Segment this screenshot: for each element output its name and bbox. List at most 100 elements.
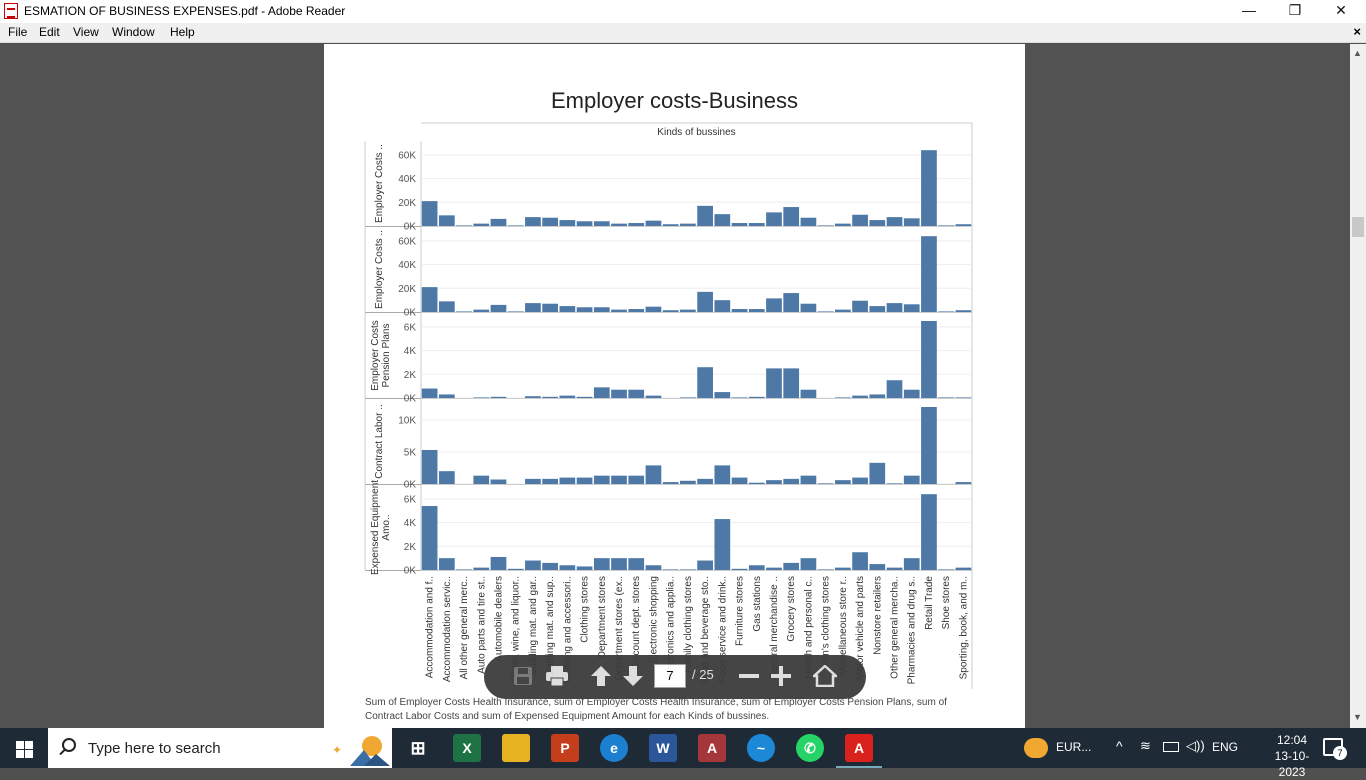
weather-icon[interactable] xyxy=(1024,738,1048,758)
bar xyxy=(645,395,662,398)
show-hidden-icons-icon[interactable]: ^ xyxy=(1116,738,1123,754)
taskbar-search-box[interactable]: Type here to search ✦ xyxy=(48,728,392,768)
close-button[interactable]: ✕ xyxy=(1335,2,1347,18)
category-label: Miscellaneous store r.. xyxy=(838,576,849,676)
category-label: Auto parts and tire st.. xyxy=(476,576,487,674)
menu-window[interactable]: Window xyxy=(112,25,155,39)
bar xyxy=(817,569,834,570)
fit-page-icon[interactable] xyxy=(810,664,840,689)
page-number-input[interactable]: 7 xyxy=(654,664,686,688)
menu-file[interactable]: File xyxy=(8,25,28,39)
word-icon[interactable]: W xyxy=(649,734,677,762)
bar xyxy=(473,397,490,398)
close-document-button[interactable]: × xyxy=(1353,24,1361,39)
save-icon[interactable] xyxy=(510,665,536,689)
menu-help[interactable]: Help xyxy=(170,25,195,39)
bar xyxy=(869,394,886,398)
category-label: Accommodation servic.. xyxy=(442,576,453,682)
bar xyxy=(507,311,524,312)
bar xyxy=(903,304,920,312)
access-icon[interactable]: A xyxy=(698,734,726,762)
bar xyxy=(576,221,593,226)
weather-app-icon[interactable]: ~ xyxy=(747,734,775,762)
weather-text[interactable]: EUR... xyxy=(1056,740,1092,754)
scroll-up-arrow-icon[interactable]: ▲ xyxy=(1353,48,1362,58)
bar xyxy=(628,475,645,484)
bar xyxy=(542,303,558,312)
bar xyxy=(438,301,455,312)
windows-start-icon[interactable] xyxy=(0,728,48,768)
next-page-icon[interactable] xyxy=(620,665,646,689)
excel-icon[interactable]: X xyxy=(453,734,481,762)
bar xyxy=(852,395,868,398)
bar xyxy=(921,150,937,226)
y-tick-label: 6K xyxy=(404,322,417,333)
zoom-out-icon[interactable] xyxy=(736,665,762,689)
y-tick-label: 40K xyxy=(398,260,416,271)
bar xyxy=(938,569,955,570)
bar xyxy=(783,207,800,226)
category-label: Family clothing stores xyxy=(683,576,694,673)
bar xyxy=(800,558,817,570)
adobe-reader-taskbar-icon[interactable]: A xyxy=(845,734,873,762)
bar xyxy=(611,223,627,226)
document-viewer[interactable]: Employer costs-Business Kinds of bussine… xyxy=(0,44,1350,728)
vertical-scrollbar[interactable]: ▲ ▼ xyxy=(1350,44,1366,728)
bar xyxy=(886,217,903,226)
task-view-icon[interactable]: ⊞ xyxy=(410,738,426,758)
file-explorer-icon[interactable] xyxy=(502,734,530,762)
wifi-icon[interactable]: ≋ xyxy=(1140,738,1151,753)
bar xyxy=(421,388,438,398)
bar xyxy=(490,218,507,226)
adobe-reader-icon xyxy=(4,3,18,19)
menu-edit[interactable]: Edit xyxy=(39,25,60,39)
bar xyxy=(525,396,541,398)
battery-icon[interactable] xyxy=(1163,742,1179,752)
category-label: Building mat. and gar.. xyxy=(528,576,539,676)
menu-view[interactable]: View xyxy=(73,25,99,39)
scrollbar-thumb[interactable] xyxy=(1352,217,1364,237)
bar xyxy=(817,225,834,226)
powerpoint-icon[interactable]: P xyxy=(551,734,579,762)
bar xyxy=(783,562,800,570)
language-indicator[interactable]: ENG xyxy=(1212,740,1239,754)
bar xyxy=(697,367,713,398)
whatsapp-icon[interactable]: ✆ xyxy=(796,734,824,762)
window-title-bar: ESMATION OF BUSINESS EXPENSES.pdf - Adob… xyxy=(0,0,1366,23)
bar xyxy=(714,465,731,484)
active-app-indicator xyxy=(836,766,882,768)
category-label: Department stores xyxy=(597,576,608,658)
bar xyxy=(748,565,765,570)
y-tick-label: 2K xyxy=(404,542,417,553)
volume-icon[interactable]: ◁)) xyxy=(1186,738,1205,753)
bar xyxy=(576,307,593,312)
category-label: Department stores (ex.. xyxy=(614,576,625,680)
previous-page-icon[interactable] xyxy=(588,665,614,689)
zoom-in-icon[interactable] xyxy=(768,665,794,689)
series-label: Employer Costs .. xyxy=(374,144,385,223)
taskbar-clock[interactable]: 12:04 13-10-2023 xyxy=(1262,732,1322,780)
bar xyxy=(714,392,731,398)
bar xyxy=(490,304,507,312)
bar xyxy=(421,287,438,312)
bar xyxy=(680,223,696,226)
bar xyxy=(542,396,558,398)
restore-button[interactable]: ❐ xyxy=(1288,2,1302,18)
bar xyxy=(576,396,593,398)
bar xyxy=(593,475,610,484)
bar xyxy=(748,223,765,226)
minimize-button[interactable]: — xyxy=(1242,2,1256,18)
scroll-down-arrow-icon[interactable]: ▼ xyxy=(1353,712,1362,722)
category-label: Retail Trade xyxy=(924,576,935,630)
series-label: Employer CostsPension Plans xyxy=(370,320,392,391)
bar xyxy=(645,465,662,484)
category-label: Furniture stores xyxy=(735,576,746,646)
bar xyxy=(817,311,834,312)
print-icon[interactable] xyxy=(544,665,570,689)
edge-icon[interactable]: e xyxy=(600,734,628,762)
pdf-page: Employer costs-Business Kinds of bussine… xyxy=(324,44,1025,728)
bar xyxy=(525,560,541,570)
notification-center-icon[interactable]: 7 xyxy=(1323,738,1347,760)
bar xyxy=(473,309,490,312)
chart-title: Employer costs-Business xyxy=(551,88,798,113)
